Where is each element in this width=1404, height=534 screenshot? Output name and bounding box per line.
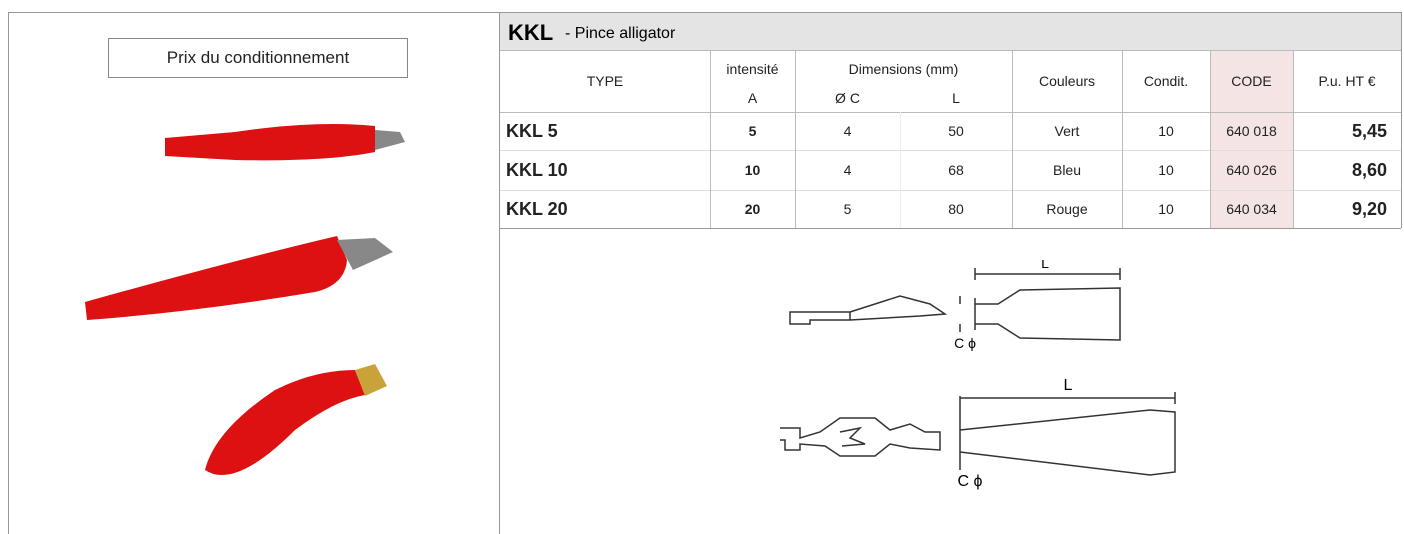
table-cell: 80 bbox=[948, 201, 964, 217]
header-bar bbox=[500, 13, 1401, 50]
product-photo bbox=[75, 80, 440, 515]
table-cell: KKL 5 bbox=[506, 120, 558, 141]
table-cell: KKL 20 bbox=[506, 198, 568, 219]
column-header: Condit. bbox=[1143, 73, 1189, 89]
column-rule bbox=[1012, 50, 1013, 228]
column-header: A bbox=[747, 90, 758, 106]
diameter-label: C ϕ bbox=[958, 473, 983, 490]
rule bbox=[500, 150, 1401, 151]
column-rule bbox=[900, 112, 901, 228]
column-header: P.u. HT € bbox=[1318, 73, 1376, 89]
table-cell: Vert bbox=[1054, 123, 1080, 139]
column-header: Ø C bbox=[835, 90, 860, 106]
table-cell: 8,60 bbox=[1351, 159, 1387, 180]
column-rule bbox=[1122, 50, 1123, 228]
column-rule bbox=[710, 50, 711, 228]
table-cell: KKL 10 bbox=[506, 159, 568, 180]
table-cell: 20 bbox=[744, 201, 761, 217]
rule bbox=[500, 50, 1401, 51]
rule bbox=[500, 190, 1401, 191]
table-cell: 50 bbox=[948, 123, 964, 139]
column-header: Dimensions (mm) bbox=[848, 61, 959, 77]
length-label: L bbox=[1041, 260, 1049, 271]
column-header: intensité bbox=[726, 61, 779, 77]
table-cell: 640 018 bbox=[1226, 123, 1277, 139]
table-cell: 10 bbox=[744, 162, 761, 178]
table-cell: Bleu bbox=[1052, 162, 1082, 178]
column-header: L bbox=[952, 90, 960, 106]
package-price-button[interactable]: Prix du conditionnement bbox=[108, 38, 408, 78]
column-header: Couleurs bbox=[1038, 73, 1096, 89]
column-rule bbox=[1293, 50, 1294, 228]
column-header: CODE bbox=[1231, 73, 1272, 89]
table-cell: 640 026 bbox=[1226, 162, 1277, 178]
column-rule bbox=[795, 50, 796, 228]
table-cell: 4 bbox=[843, 162, 852, 178]
table-cell: 5 bbox=[843, 201, 852, 217]
table-cell: Rouge bbox=[1046, 201, 1088, 217]
table-cell: 5 bbox=[748, 123, 757, 139]
table-cell: 10 bbox=[1158, 162, 1174, 178]
diameter-label: C ϕ bbox=[954, 335, 976, 351]
length-label: L bbox=[1064, 377, 1073, 394]
table-cell: 640 034 bbox=[1226, 201, 1277, 217]
table-cell: 5,45 bbox=[1351, 120, 1387, 141]
left-border bbox=[8, 12, 9, 534]
header-title: - Pince alligator bbox=[565, 25, 676, 42]
top-border bbox=[8, 12, 1402, 13]
rule bbox=[500, 228, 1401, 229]
diagrams: L C ϕ L C ϕ bbox=[780, 260, 1176, 490]
table-cell: 68 bbox=[948, 162, 964, 178]
table-cell: 10 bbox=[1158, 123, 1174, 139]
table-cell: 10 bbox=[1158, 201, 1174, 217]
column-rule bbox=[1210, 50, 1211, 228]
table-cell: 9,20 bbox=[1351, 198, 1387, 219]
header-code: KKL bbox=[508, 20, 554, 45]
divider bbox=[499, 12, 500, 534]
code-column-bg bbox=[1210, 50, 1293, 228]
column-header: TYPE bbox=[586, 73, 624, 89]
table-cell: 4 bbox=[843, 123, 852, 139]
rule bbox=[500, 112, 1401, 113]
right-border bbox=[1401, 12, 1402, 228]
